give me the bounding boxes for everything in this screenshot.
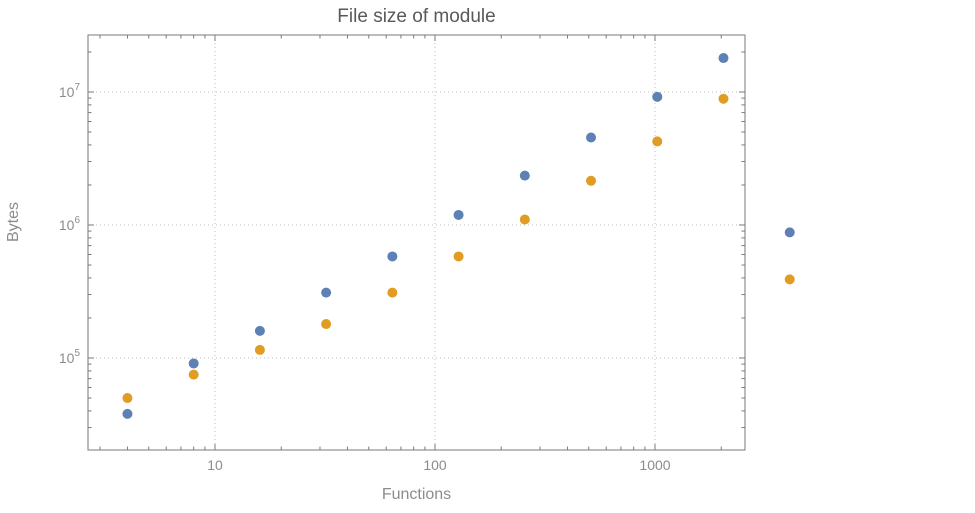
point-series-2-x8 (188, 369, 199, 380)
point-series-2-x256 (519, 214, 530, 225)
point-series-2-x16 (254, 344, 265, 355)
plot-frame (87, 34, 746, 451)
point-series-2-x2048 (718, 93, 729, 104)
point-series-1-x8 (188, 358, 199, 369)
x-tick-label-100: 100 (423, 457, 447, 473)
point-series-2-x64 (387, 287, 398, 298)
x-tick-label-1000: 1000 (639, 457, 670, 473)
point-series-1-x4096 (784, 227, 795, 238)
point-series-2-x4096 (784, 274, 795, 285)
point-series-2-x32 (321, 319, 332, 330)
point-series-2-x512 (586, 175, 597, 186)
chart-title: File size of module (337, 6, 496, 27)
point-series-2-x4 (122, 393, 133, 404)
point-series-1-x512 (586, 132, 597, 143)
point-series-1-x128 (453, 209, 464, 220)
point-series-2-x1024 (652, 136, 663, 147)
x-tick-label-10: 10 (207, 457, 223, 473)
point-series-1-x256 (519, 170, 530, 181)
y-tick-label-1e5: 105 (59, 348, 81, 366)
y-tick-label-1e7: 107 (59, 82, 81, 100)
point-series-1-x2048 (718, 53, 729, 64)
point-series-1-x64 (387, 251, 398, 262)
x-axis-label: Functions (381, 486, 452, 503)
point-series-1-x32 (321, 287, 332, 298)
point-series-1-x4 (122, 408, 133, 419)
point-series-2-x128 (453, 251, 464, 262)
point-series-1-x16 (254, 325, 265, 336)
point-series-1-x1024 (652, 91, 663, 102)
y-axis-label: Bytes (5, 201, 22, 243)
y-tick-label-1e6: 106 (59, 215, 81, 233)
